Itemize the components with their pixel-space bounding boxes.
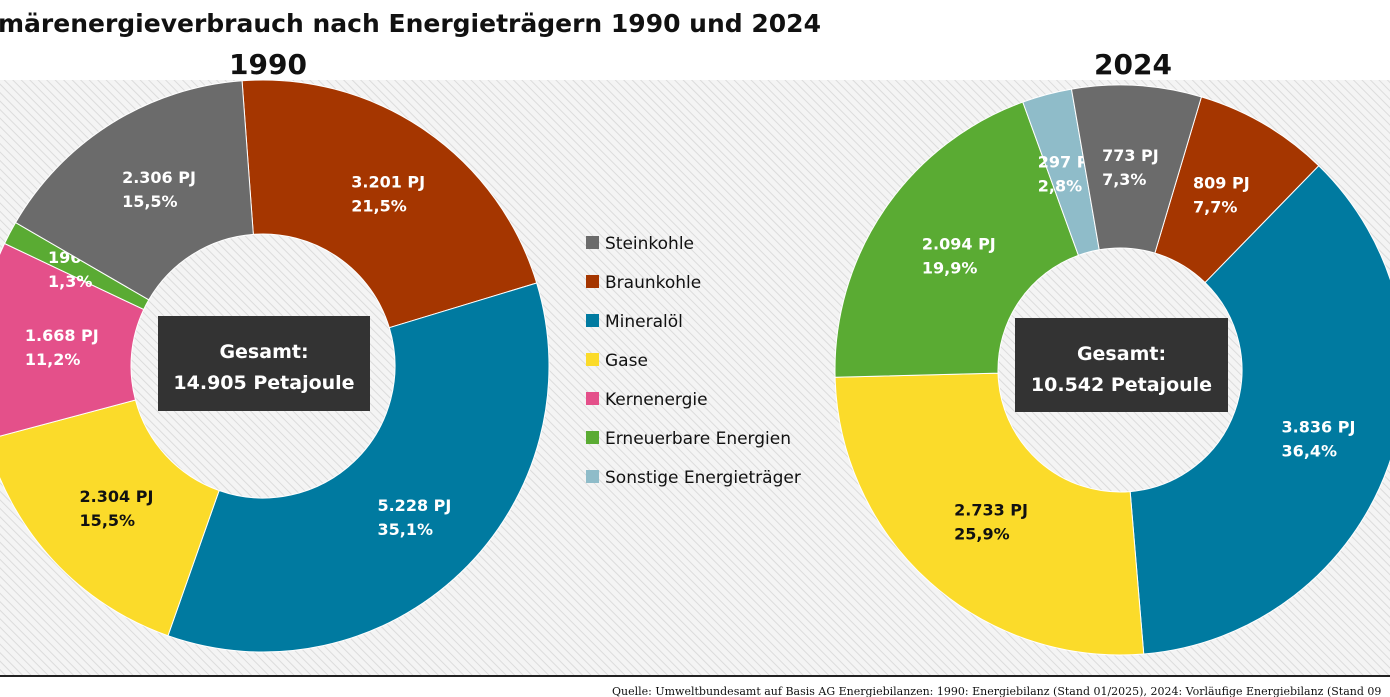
total-box: [1015, 318, 1228, 412]
slice-erneuerbare-energien: [834, 101, 1080, 378]
slice-percent-label: 25,9%: [954, 524, 1010, 543]
slice-value-label: 5.228 PJ: [377, 496, 451, 515]
slice-percent-label: 7,7%: [1193, 198, 1237, 217]
source-note: Quelle: Umweltbundesamt auf Basis AG Ene…: [612, 685, 1381, 697]
legend-swatch: [586, 353, 599, 366]
legend-label: Sonstige Energieträger: [605, 468, 801, 488]
donut-2024: 809 PJ 7,7% 3.836 PJ 36,4% 2.733 PJ 25,9% 2.09…: [834, 48, 1390, 656]
total-value: 14.905 Petajoule: [173, 372, 354, 394]
legend-label: Mineralöl: [605, 312, 683, 332]
slice-mineralöl: [167, 282, 550, 653]
legend: Steinkohle Braunkohle Mineralöl Gase Kernene…: [586, 234, 801, 488]
slice-value-label: 809 PJ: [1193, 174, 1250, 193]
slice-value-label: 773 PJ: [1102, 146, 1159, 165]
slice-kernenergie: [0, 242, 145, 437]
legend-swatch: [586, 470, 599, 483]
slice-steinkohle: [1070, 84, 1203, 254]
donut-1990: 3.201 PJ 21,5% 5.228 PJ 35,1% 2.304 PJ 15,5% 1…: [0, 48, 550, 653]
slice-percent-label: 21,5%: [351, 197, 407, 216]
total-value: 10.542 Petajoule: [1031, 374, 1212, 396]
slice-value-label: 3.201 PJ: [351, 173, 425, 192]
slice-value-label: 1.668 PJ: [25, 326, 99, 345]
slice-value-label: 2.733 PJ: [954, 500, 1028, 519]
slice-percent-label: 1,3%: [48, 272, 92, 291]
slice-value-label: 2.304 PJ: [80, 487, 154, 506]
legend-swatch: [586, 314, 599, 327]
chart-title: märenergieverbrauch nach Energieträgern …: [0, 9, 821, 38]
legend-label: Gase: [605, 351, 648, 371]
total-label: Gesamt:: [1077, 343, 1166, 365]
slice-percent-label: 2,8%: [1038, 176, 1082, 195]
legend-swatch: [586, 392, 599, 405]
slice-percent-label: 7,3%: [1102, 170, 1146, 189]
legend-label: Erneuerbare Energien: [605, 429, 791, 449]
slice-gase: [834, 372, 1145, 656]
slice-value-label: 3.836 PJ: [1282, 418, 1356, 437]
slice-percent-label: 36,4%: [1282, 442, 1338, 461]
chart-year-title: 1990: [229, 48, 307, 81]
chart-year-title: 2024: [1094, 48, 1172, 81]
legend-label: Braunkohle: [605, 273, 701, 293]
slice-braunkohle: [241, 79, 538, 329]
legend-label: Steinkohle: [605, 234, 694, 254]
legend-swatch: [586, 275, 599, 288]
slice-percent-label: 35,1%: [377, 520, 433, 539]
slice-percent-label: 15,5%: [122, 192, 178, 211]
slice-mineralöl: [1129, 165, 1390, 655]
slice-steinkohle: [14, 80, 254, 301]
legend-swatch: [586, 236, 599, 249]
slice-percent-label: 11,2%: [25, 350, 81, 369]
legend-swatch: [586, 431, 599, 444]
legend-label: Kernenergie: [605, 390, 708, 410]
slice-gase: [0, 399, 220, 637]
total-label: Gesamt:: [219, 341, 308, 363]
slice-percent-label: 15,5%: [80, 511, 136, 530]
slice-value-label: 2.306 PJ: [122, 168, 196, 187]
slice-percent-label: 19,9%: [922, 258, 978, 277]
slice-value-label: 297 PJ: [1038, 152, 1095, 171]
total-box: [158, 316, 370, 411]
slice-value-label: 2.094 PJ: [922, 234, 996, 253]
